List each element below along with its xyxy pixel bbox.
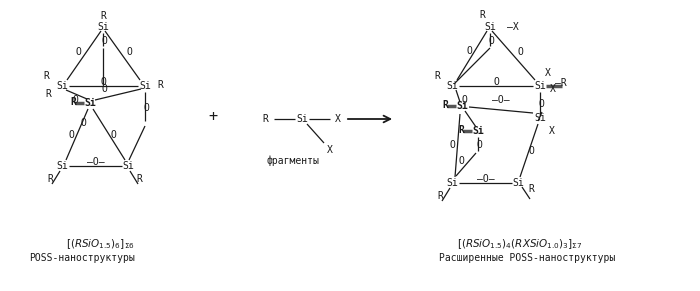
Text: R: R: [70, 97, 76, 107]
Text: R: R: [434, 71, 440, 81]
Text: O: O: [75, 47, 81, 57]
Text: O: O: [101, 84, 107, 94]
Text: Si: Si: [512, 178, 524, 188]
Text: Si: Si: [456, 101, 468, 111]
Text: Si: Si: [84, 98, 96, 108]
Text: R: R: [442, 100, 448, 110]
Text: R: R: [136, 174, 142, 184]
Text: O: O: [538, 99, 544, 109]
Text: Si: Si: [484, 22, 496, 32]
Text: X: X: [335, 114, 341, 124]
Text: O: O: [461, 95, 467, 105]
Text: Расширенные POSS-наноструктуры: Расширенные POSS-наноструктуры: [439, 253, 615, 263]
Text: Si: Si: [472, 126, 484, 136]
Text: O: O: [101, 36, 107, 46]
Text: O: O: [449, 140, 455, 150]
Text: O: O: [126, 47, 132, 57]
Text: Si: Si: [296, 114, 308, 124]
Text: R: R: [100, 11, 106, 21]
Text: R: R: [437, 191, 443, 201]
Text: O: O: [143, 103, 149, 113]
Text: R: R: [47, 174, 53, 184]
Text: R: R: [458, 125, 464, 135]
Text: O: O: [110, 130, 116, 140]
Text: O: O: [72, 95, 78, 105]
Text: R: R: [157, 80, 163, 90]
Text: O: O: [517, 47, 523, 57]
Text: R: R: [479, 10, 485, 20]
Text: —O—: —O—: [477, 174, 495, 184]
Text: Si: Si: [534, 81, 546, 91]
Text: Si: Si: [122, 161, 134, 171]
Text: O: O: [493, 77, 499, 87]
Text: Si: Si: [97, 22, 109, 32]
Text: O: O: [488, 36, 494, 46]
Text: X: X: [550, 84, 556, 94]
Text: O: O: [458, 156, 464, 166]
Text: Si: Si: [446, 178, 458, 188]
Text: Si: Si: [446, 81, 458, 91]
Text: O: O: [100, 77, 106, 87]
Text: O: O: [68, 130, 74, 140]
Text: $[(RSiO_{1.5})_6]_{\Sigma6}$: $[(RSiO_{1.5})_6]_{\Sigma6}$: [66, 237, 134, 251]
Text: —R: —R: [555, 78, 567, 88]
Text: +: +: [209, 109, 218, 123]
Text: фрагменты: фрагменты: [267, 156, 319, 166]
Text: O: O: [466, 46, 472, 56]
Text: Si: Si: [56, 81, 68, 91]
Text: O: O: [528, 146, 534, 156]
Text: —O—: —O—: [88, 157, 105, 167]
Text: POSS-наноструктуры: POSS-наноструктуры: [29, 253, 135, 263]
Text: Si: Si: [139, 81, 151, 91]
Text: R: R: [45, 89, 51, 99]
Text: O: O: [476, 140, 482, 150]
Text: Si: Si: [534, 113, 546, 123]
Text: O: O: [80, 118, 86, 128]
Text: R: R: [262, 114, 268, 124]
Text: —O—: —O—: [492, 95, 510, 105]
Text: X: X: [549, 126, 555, 136]
Text: X: X: [545, 68, 551, 78]
Text: Si: Si: [56, 161, 68, 171]
Text: —X: —X: [507, 22, 519, 32]
Text: X: X: [327, 145, 333, 155]
Text: R: R: [43, 71, 49, 81]
Text: R: R: [528, 184, 534, 194]
Text: $[(RSiO_{1.5})_4(RXSiO_{1.0})_3]_{\Sigma7}$: $[(RSiO_{1.5})_4(RXSiO_{1.0})_3]_{\Sigma…: [457, 237, 583, 251]
